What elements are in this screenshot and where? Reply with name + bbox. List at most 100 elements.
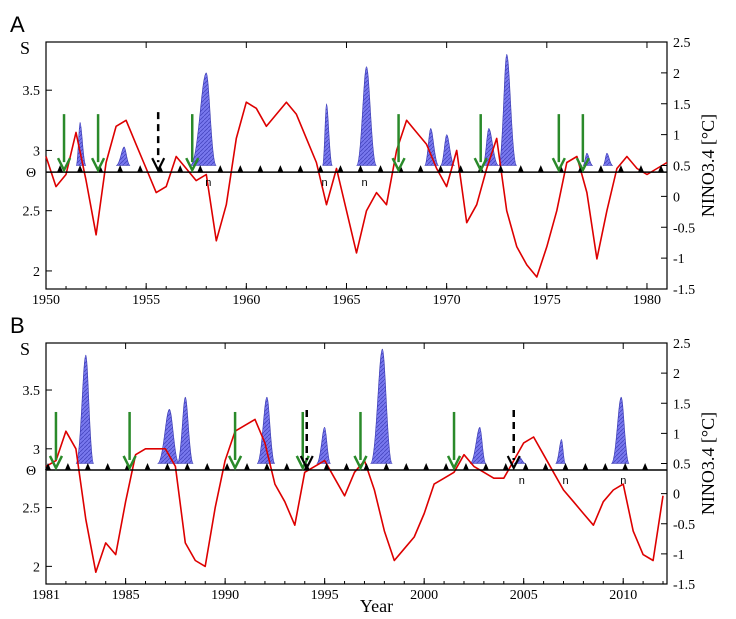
nino-event-fill (469, 427, 487, 464)
triangle-marker (522, 462, 529, 470)
triangle-marker (497, 165, 504, 173)
triangle-marker (542, 462, 549, 470)
y-right-tick-label: -0.5 (673, 518, 695, 533)
triangle-marker (443, 462, 450, 470)
triangle-marker (562, 462, 569, 470)
panel-letter: A (10, 12, 25, 37)
nino-event-fill (322, 103, 333, 166)
triangle-marker (357, 165, 364, 173)
y-right-tick-label: -1 (673, 548, 685, 563)
panel-letter: B (10, 313, 25, 338)
triangle-marker (642, 462, 649, 470)
triangle-marker (502, 462, 509, 470)
triangle-marker (84, 462, 91, 470)
nino-event-fill (482, 128, 500, 166)
nino-event-fill (157, 408, 180, 464)
green-arrow-head (56, 157, 72, 173)
nino-event-fill (610, 396, 630, 464)
x-tick-label: 1960 (232, 293, 260, 308)
x-tick-label: 1965 (332, 293, 360, 308)
y-left-tick-label: 3 (33, 443, 40, 458)
nino-event-fill (440, 134, 455, 166)
triangle-marker (537, 165, 544, 173)
y-right-tick-label: -1.5 (673, 283, 695, 298)
nino-event-fill (555, 439, 566, 464)
triangle-marker (204, 462, 211, 470)
triangle-marker (582, 462, 589, 470)
n-marker-label: n (205, 177, 211, 189)
triangle-marker (482, 462, 489, 470)
nino-event-fill (177, 396, 194, 464)
triangle-marker (403, 462, 410, 470)
triangle-marker (263, 462, 270, 470)
n-marker-label: n (362, 177, 368, 189)
x-tick-label: 1975 (533, 293, 561, 308)
x-tick-label: 1980 (633, 293, 661, 308)
triangle-marker (237, 165, 244, 173)
triangle-marker (117, 165, 124, 173)
green-arrow-head (473, 157, 488, 173)
y-right-tick-label: -0.5 (673, 221, 695, 236)
y-right-tick-label: 0 (673, 190, 680, 205)
panel-a: A Θn n n 1950 1955 1960 1965 1970 1975 1980 2 2.5 3 3.… (10, 12, 718, 308)
y-right-label: NINO3.4 [°C] (698, 114, 718, 217)
green-arrow-head (185, 157, 200, 173)
x-tick-label: 2010 (609, 588, 637, 603)
x-tick-label: 2000 (410, 588, 438, 603)
theta-label: Θ (26, 464, 36, 479)
y-right-tick-label: 0 (673, 488, 680, 503)
green-arrow-head (551, 157, 566, 173)
triangle-marker (383, 462, 390, 470)
y-right-tick-label: 2 (673, 67, 680, 82)
x-axis-label: Year (360, 596, 393, 614)
x-tick-label: 1995 (311, 588, 339, 603)
n-marker-label: n (519, 475, 525, 487)
triangle-marker (283, 462, 290, 470)
triangle-marker (217, 165, 224, 173)
x-tick-label: 1955 (132, 293, 160, 308)
green-arrow-head (575, 157, 590, 173)
y-left-tick-label: 3.5 (23, 384, 41, 399)
y-left-tick-label: 2 (33, 265, 40, 280)
y-left-tick-label: 3 (33, 144, 40, 159)
y-right-tick-label: 1 (673, 129, 680, 144)
y-left-tick-label: 2 (33, 560, 40, 575)
triangle-marker (637, 165, 644, 173)
black-dashed-arrow-head (506, 455, 521, 471)
triangle-marker (517, 165, 524, 173)
triangle-marker (197, 165, 204, 173)
theta-label: Θ (26, 166, 36, 181)
triangle-marker (104, 462, 111, 470)
n-marker-label: n (562, 475, 568, 487)
x-tick-label: 1990 (211, 588, 239, 603)
triangle-marker (137, 165, 144, 173)
triangle-marker (177, 165, 184, 173)
triangle-marker (144, 462, 151, 470)
black-dashed-arrow-head (299, 455, 314, 471)
y-right-tick-label: 1 (673, 427, 680, 442)
x-tick-label: 2005 (510, 588, 538, 603)
triangle-marker (164, 462, 171, 470)
triangle-marker (323, 462, 330, 470)
y-right-tick-label: 2 (673, 367, 680, 382)
triangle-marker (184, 462, 191, 470)
triangle-marker (64, 462, 71, 470)
y-right-tick-label: 1.5 (673, 98, 691, 113)
nino-event-fill (602, 152, 614, 166)
s-series-line (45, 418, 664, 573)
triangle-marker (417, 165, 424, 173)
triangle-marker (462, 462, 469, 470)
triangle-marker (423, 462, 430, 470)
x-tick-label: 1981 (32, 588, 60, 603)
y-left-label: S (20, 339, 30, 359)
triangle-marker (297, 165, 304, 173)
green-arrow-head (90, 157, 106, 173)
black-dashed-arrow-head (151, 157, 166, 173)
plot-frame (45, 342, 668, 585)
y-right-tick-label: 0.5 (673, 458, 691, 473)
green-arrow-head (227, 455, 243, 471)
green-arrow-head (353, 455, 368, 471)
s-series-line (45, 101, 668, 278)
